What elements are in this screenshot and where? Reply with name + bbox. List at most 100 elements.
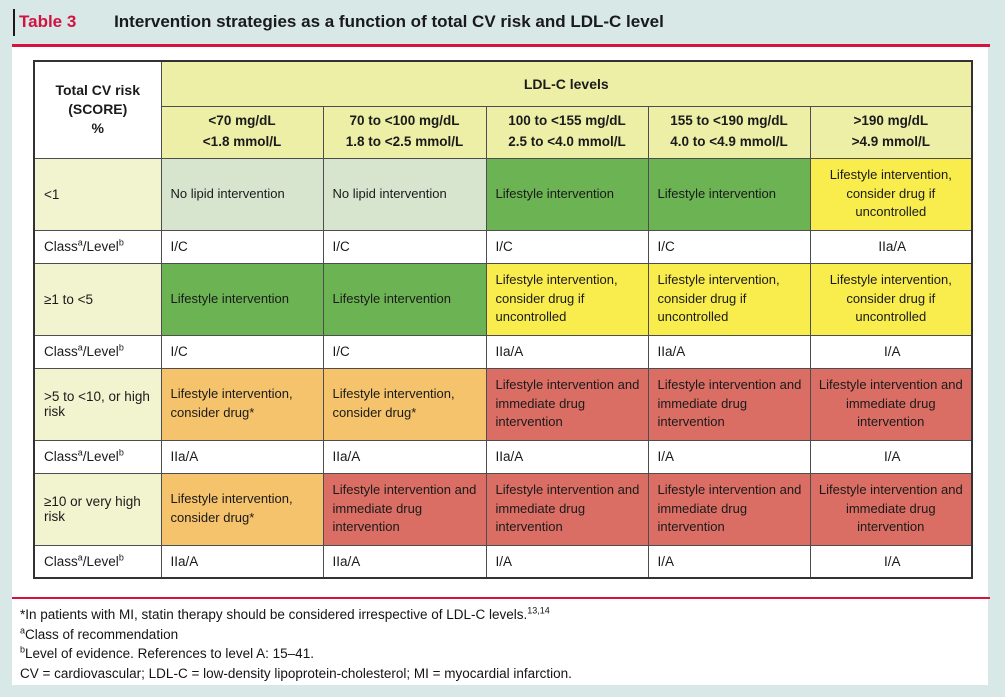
- class-level-value-cell: IIa/A: [647, 334, 811, 369]
- risk-label-cell: ≥10 or very high risk: [33, 472, 162, 546]
- column-header-cell: 155 to <190 mg/dL 4.0 to <4.9 mmol/L: [647, 105, 811, 159]
- column-header-row: <70 mg/dL <1.8 mmol/L 70 to <100 mg/dL 1…: [34, 105, 973, 159]
- footnote-sup-prefix: a: [20, 625, 26, 635]
- footnote-line: CV = cardiovascular; LDL-C = low-density…: [20, 664, 980, 684]
- intervention-cell: Lifestyle intervention and immediate dru…: [485, 367, 649, 441]
- risk-row: >5 to <10, or high risk Lifestyle interv…: [33, 367, 973, 441]
- intervention-cell: Lifestyle intervention and immediate dru…: [809, 472, 973, 546]
- class-level-row: Classa/Levelb I/C I/C IIa/A IIa/A I/A: [33, 334, 973, 369]
- class-word: Class: [44, 553, 78, 569]
- intervention-cell: Lifestyle intervention, consider drug if…: [647, 262, 811, 336]
- class-level-value-cell: IIa/A: [322, 439, 487, 474]
- group-header-row: Total CV risk (SCORE) % LDL-C levels: [33, 60, 973, 159]
- class-level-value-cell: I/A: [809, 544, 973, 579]
- level-word: /Level: [82, 239, 119, 254]
- footnotes: *In patients with MI, statin therapy sho…: [20, 605, 980, 683]
- footnote-line: bLevel of evidence. References to level …: [20, 644, 980, 664]
- intervention-cell: Lifestyle intervention and immediate dru…: [647, 367, 811, 441]
- risk-row: ≥1 to <5 Lifestyle intervention Lifestyl…: [33, 262, 973, 336]
- class-level-label-cell: Classa/Levelb: [33, 334, 162, 369]
- intervention-cell: Lifestyle intervention, consider drug*: [160, 472, 324, 546]
- col-header-mmol: 4.0 to <4.9 mmol/L: [670, 134, 788, 149]
- footnote-line: aClass of recommendation: [20, 625, 980, 645]
- corner-line-2: (SCORE): [68, 101, 128, 118]
- level-word: /Level: [82, 449, 119, 464]
- risk-row: <1 No lipid intervention No lipid interv…: [33, 157, 973, 231]
- intervention-cell: Lifestyle intervention: [322, 262, 487, 336]
- intervention-cell: No lipid intervention: [160, 157, 324, 231]
- class-word: Class: [44, 344, 78, 359]
- intervention-cell: Lifestyle intervention and immediate dru…: [647, 472, 811, 546]
- column-header-cell: >190 mg/dL >4.9 mmol/L: [809, 105, 973, 159]
- intervention-cell: Lifestyle intervention, consider drug*: [322, 367, 487, 441]
- footnote-text: Level of evidence. References to level A…: [25, 646, 314, 661]
- class-word: Class: [44, 449, 78, 464]
- class-level-row: Classa/Levelb I/C I/C I/C I/C IIa/A: [33, 229, 973, 264]
- class-level-value-cell: I/A: [485, 544, 649, 579]
- class-level-value-cell: IIa/A: [322, 544, 487, 579]
- col-header-mmol: >4.9 mmol/L: [851, 134, 930, 149]
- level-sup: b: [118, 447, 124, 458]
- corner-line-1: Total CV risk: [55, 82, 141, 99]
- intervention-cell: Lifestyle intervention, consider drug*: [160, 367, 324, 441]
- class-level-value-cell: IIa/A: [160, 439, 324, 474]
- intervention-cell: Lifestyle intervention: [160, 262, 324, 336]
- intervention-cell: Lifestyle intervention, consider drug if…: [485, 262, 649, 336]
- col-header-mg: >190 mg/dL: [853, 113, 929, 129]
- risk-label-cell: ≥1 to <5: [33, 262, 162, 336]
- corner-line-3: %: [91, 120, 104, 137]
- level-sup: b: [118, 552, 124, 563]
- column-header-cell: 100 to <155 mg/dL 2.5 to <4.0 mmol/L: [485, 105, 649, 159]
- ldl-levels-header-cell: LDL-C levels: [160, 60, 973, 107]
- class-level-value-cell: I/A: [809, 439, 973, 474]
- intervention-cell: Lifestyle intervention and immediate dru…: [322, 472, 487, 546]
- class-sup: a: [77, 552, 83, 563]
- class-level-value-cell: I/A: [647, 439, 811, 474]
- class-level-value-cell: I/A: [647, 544, 811, 579]
- class-word: Class: [44, 239, 78, 254]
- class-level-value-cell: IIa/A: [809, 229, 973, 264]
- class-level-value-cell: IIa/A: [160, 544, 324, 579]
- table-caption: Table 3 Intervention strategies as a fun…: [19, 12, 979, 32]
- text-caret-artifact: [13, 9, 15, 36]
- footnote-sup-prefix: b: [20, 644, 26, 655]
- level-word: /Level: [82, 553, 119, 569]
- column-header-cell: <70 mg/dL <1.8 mmol/L: [160, 105, 324, 159]
- intervention-cell: No lipid intervention: [322, 157, 487, 231]
- col-header-mmol: 2.5 to <4.0 mmol/L: [508, 134, 626, 149]
- class-level-label-cell: Classa/Levelb: [33, 439, 162, 474]
- intervention-cell: Lifestyle intervention: [485, 157, 649, 231]
- risk-label-cell: <1: [33, 157, 162, 231]
- class-sup: a: [77, 237, 83, 248]
- class-level-row: Classa/Levelb IIa/A IIa/A I/A I/A I/A: [33, 544, 973, 579]
- class-level-label-cell: Classa/Levelb: [33, 544, 162, 579]
- col-header-mmol: <1.8 mmol/L: [202, 134, 282, 149]
- caption-label: Table 3: [19, 12, 77, 31]
- col-header-mg: 100 to <155 mg/dL: [508, 113, 626, 129]
- class-sup: a: [77, 447, 83, 458]
- intervention-cell: Lifestyle intervention, consider drug if…: [809, 262, 973, 336]
- intervention-cell: Lifestyle intervention and immediate dru…: [485, 472, 649, 546]
- col-header-mmol: 1.8 to <2.5 mmol/L: [345, 134, 464, 149]
- risk-row: ≥10 or very high risk Lifestyle interven…: [33, 472, 973, 546]
- class-level-value-cell: I/C: [647, 229, 811, 264]
- col-header-mg: 155 to <190 mg/dL: [670, 113, 788, 129]
- class-level-value-cell: I/C: [322, 229, 487, 264]
- footnote-text: CV = cardiovascular; LDL-C = low-density…: [20, 665, 572, 681]
- class-level-value-cell: I/C: [160, 334, 324, 369]
- footnote-line: *In patients with MI, statin therapy sho…: [20, 605, 980, 625]
- class-level-value-cell: IIa/A: [485, 334, 649, 369]
- intervention-cell: Lifestyle intervention and immediate dru…: [809, 367, 973, 441]
- class-level-value-cell: I/C: [485, 229, 649, 264]
- footnote-reference: 13,14: [527, 605, 550, 616]
- caption-rule: [12, 44, 990, 47]
- class-level-value-cell: I/C: [160, 229, 324, 264]
- risk-table: Total CV risk (SCORE) % LDL-C levels <70…: [33, 60, 974, 579]
- col-header-mg: <70 mg/dL: [208, 113, 276, 129]
- class-sup: a: [77, 342, 83, 353]
- class-level-row: Classa/Levelb IIa/A IIa/A IIa/A I/A I/A: [33, 439, 973, 474]
- risk-label-cell: >5 to <10, or high risk: [33, 367, 162, 441]
- level-word: /Level: [82, 344, 119, 359]
- class-level-label-cell: Classa/Levelb: [33, 229, 162, 264]
